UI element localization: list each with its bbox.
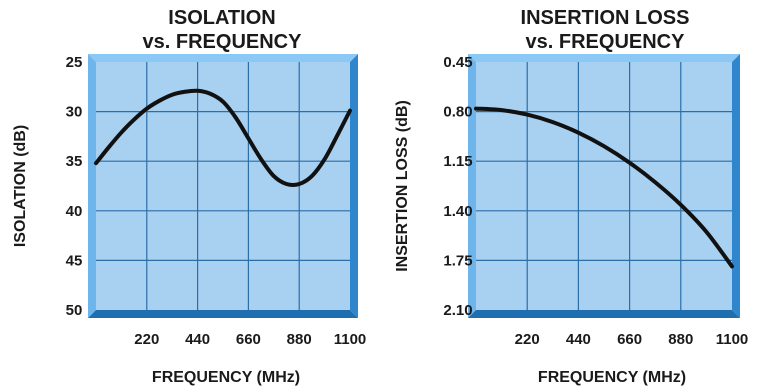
isolation-title-line2: vs. FREQUENCY — [143, 31, 303, 53]
insertion-loss-y-tick-label: 0.80 — [443, 104, 472, 121]
isolation-frame-bottom — [88, 310, 358, 318]
isolation-plot-area — [88, 54, 358, 318]
insertion-loss-x-ticks: 220 440 660 880 1100 — [515, 331, 749, 348]
insertion-loss-x-tick-label: 220 — [515, 331, 540, 348]
isolation-x-tick-label: 1100 — [334, 331, 367, 348]
insertion-loss-y-tick-label: 1.75 — [443, 252, 472, 269]
isolation-y-tick-label: 30 — [66, 104, 83, 121]
isolation-x-axis-label: FREQUENCY (MHz) — [152, 369, 300, 386]
isolation-y-tick-label: 40 — [66, 203, 83, 220]
insertion-loss-x-tick-label: 1100 — [716, 331, 749, 348]
insertion-loss-plot-background — [476, 62, 732, 310]
isolation-y-ticks: 25 30 35 40 45 50 — [66, 54, 83, 319]
isolation-frame-top — [88, 54, 358, 62]
insertion-loss-y-tick-label: 0.45 — [443, 54, 472, 71]
insertion-loss-x-tick-label: 660 — [617, 331, 642, 348]
isolation-x-tick-label: 660 — [236, 331, 261, 348]
insertion-loss-title-line2: vs. FREQUENCY — [526, 31, 686, 53]
insertion-loss-frame-bottom — [468, 310, 740, 318]
insertion-loss-plot-area — [468, 54, 740, 318]
isolation-y-tick-label: 35 — [66, 153, 83, 170]
insertion-loss-y-ticks: 0.45 0.80 1.15 1.40 1.75 2.10 — [443, 54, 472, 319]
insertion-loss-y-tick-label: 2.10 — [443, 302, 472, 319]
insertion-loss-x-tick-label: 880 — [668, 331, 693, 348]
isolation-x-tick-label: 220 — [134, 331, 159, 348]
isolation-y-tick-label: 45 — [66, 252, 83, 269]
isolation-x-ticks: 220 440 660 880 1100 — [134, 331, 366, 348]
isolation-y-tick-label: 25 — [66, 54, 83, 71]
isolation-series-line — [94, 88, 352, 188]
isolation-y-tick-label: 50 — [66, 302, 83, 319]
insertion-loss-chart: INSERTION LOSS vs. FREQUENCY 0.45 0.80 1.1… — [394, 7, 748, 386]
insertion-loss-frame-right — [732, 54, 740, 318]
insertion-loss-y-axis-label: INSERTION LOSS (dB) — [394, 100, 411, 272]
isolation-chart: ISOLATION vs. FREQUENCY 25 30 35 40 45 50 220… — [12, 7, 366, 386]
insertion-loss-series-line — [474, 106, 734, 269]
insertion-loss-x-axis-label: FREQUENCY (MHz) — [538, 369, 686, 386]
insertion-loss-frame-top — [468, 54, 740, 62]
isolation-frame-right — [350, 54, 358, 318]
insertion-loss-title-line1: INSERTION LOSS — [521, 7, 690, 29]
insertion-loss-x-tick-label: 440 — [566, 331, 591, 348]
isolation-frame-left — [88, 54, 96, 318]
insertion-loss-y-tick-label: 1.15 — [443, 153, 472, 170]
isolation-x-tick-label: 880 — [287, 331, 312, 348]
insertion-loss-frame-left — [468, 54, 476, 318]
isolation-title-line1: ISOLATION — [168, 7, 275, 29]
isolation-y-axis-label: ISOLATION (dB) — [12, 125, 29, 247]
insertion-loss-y-tick-label: 1.40 — [443, 203, 472, 220]
isolation-x-tick-label: 440 — [185, 331, 210, 348]
